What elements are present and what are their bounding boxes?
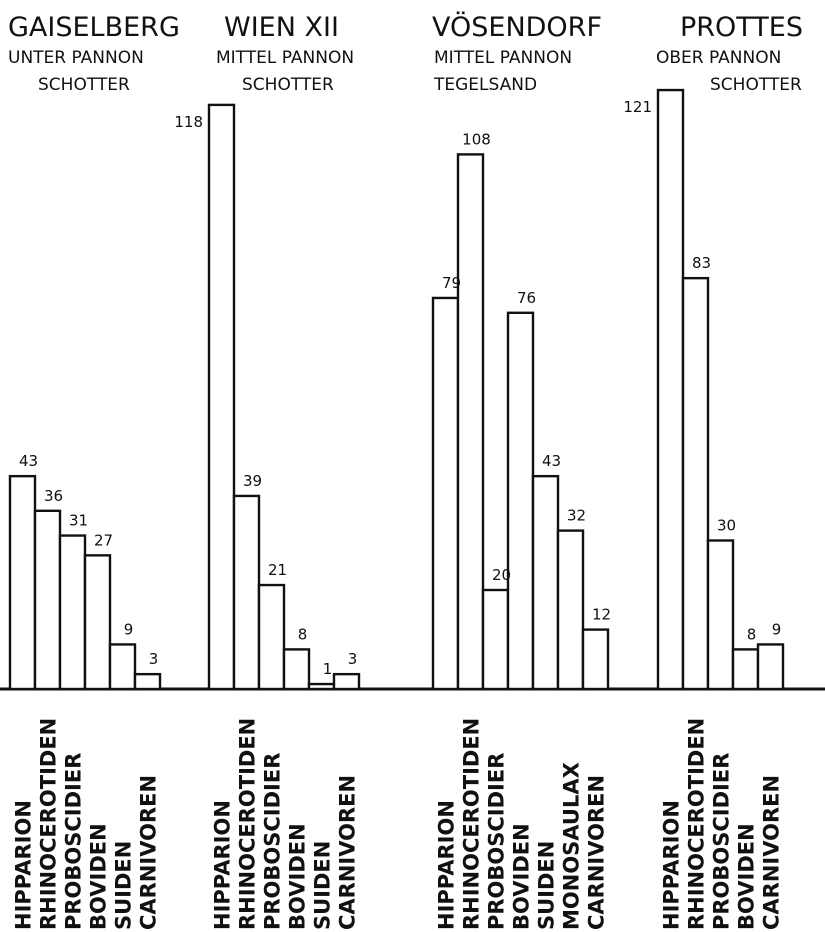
value-label-wien-xii-proboscidier: 21 [268, 561, 287, 579]
bar-prottes-boviden [731, 648, 760, 691]
bar-prottes-rhinocerotiden [681, 276, 710, 691]
value-label-v-sendorf-monosaulax: 32 [567, 507, 586, 525]
bar-prottes-proboscidier [706, 539, 735, 691]
bar-gaiselberg-proboscidier [58, 534, 87, 691]
value-label-v-sendorf-carnivoren: 12 [592, 606, 611, 624]
value-label-wien-xii-rhinocerotiden: 39 [243, 472, 262, 490]
category-label-wien-xii-proboscidier: PROBOSCIDIER [261, 753, 285, 930]
bar-v-sendorf-suiden [531, 474, 560, 691]
category-label-prottes-boviden: BOVIDEN [735, 823, 759, 930]
category-label-v-sendorf-boviden: BOVIDEN [510, 823, 534, 930]
group-title-prottes: PROTTES [680, 12, 803, 43]
bar-v-sendorf-rhinocerotiden [456, 153, 485, 691]
bar-gaiselberg-suiden [108, 643, 137, 691]
group-title-gaiselberg: GAISELBERG [8, 12, 180, 43]
value-label-v-sendorf-hipparion: 79 [442, 274, 461, 292]
bar-wien-xii-proboscidier [257, 583, 286, 691]
value-label-gaiselberg-boviden: 27 [94, 531, 113, 549]
category-label-gaiselberg-boviden: BOVIDEN [87, 823, 111, 930]
value-label-wien-xii-suiden: 1 [323, 660, 333, 678]
bar-v-sendorf-carnivoren [581, 628, 610, 691]
category-label-gaiselberg-rhinocerotiden: RHINOCEROTIDEN [37, 718, 61, 930]
group-subtitle-prottes-2: SCHOTTER [710, 75, 802, 95]
bar-wien-xii-suiden [307, 682, 336, 691]
category-label-prottes-rhinocerotiden: RHINOCEROTIDEN [685, 718, 709, 930]
group-subtitle-wien-xii-1: MITTEL PANNON [216, 48, 354, 68]
category-label-wien-xii-hipparion: HIPPARION [211, 800, 235, 930]
bar-prottes-hipparion [656, 88, 685, 691]
group-title-wien-xii: WIEN XII [224, 12, 339, 43]
category-label-v-sendorf-carnivoren: CARNIVOREN [585, 775, 609, 930]
group-subtitle-gaiselberg-2: SCHOTTER [38, 75, 130, 95]
bar-v-sendorf-hipparion [431, 296, 460, 691]
group-subtitle-voesendorf-2: TEGELSAND [433, 75, 537, 95]
category-label-gaiselberg-carnivoren: CARNIVOREN [137, 775, 161, 930]
category-label-v-sendorf-rhinocerotiden: RHINOCEROTIDEN [460, 718, 484, 930]
category-label-v-sendorf-suiden: SUIDEN [535, 841, 559, 930]
category-label-prottes-hipparion: HIPPARION [660, 800, 684, 930]
value-label-gaiselberg-suiden: 9 [124, 620, 134, 638]
category-label-gaiselberg-proboscidier: PROBOSCIDIER [62, 753, 86, 930]
group-subtitle-prottes-1: OBER PANNON [656, 48, 781, 68]
bar-v-sendorf-monosaulax [556, 529, 585, 691]
bar-wien-xii-hipparion [207, 103, 236, 691]
value-label-v-sendorf-rhinocerotiden: 108 [462, 130, 491, 148]
value-labels: 4336312793118392181379108207643321212183… [19, 98, 781, 678]
category-label-wien-xii-suiden: SUIDEN [311, 841, 335, 930]
bar-marks [8, 88, 785, 691]
category-label-v-sendorf-hipparion: HIPPARION [435, 800, 459, 930]
value-label-gaiselberg-carnivoren: 3 [149, 650, 159, 668]
category-label-gaiselberg-suiden: SUIDEN [112, 841, 136, 930]
bar-prottes-carnivoren [756, 643, 785, 691]
value-label-prottes-carnivoren: 9 [772, 620, 782, 638]
group-subtitle-gaiselberg-1: UNTER PANNON [8, 48, 144, 68]
bar-gaiselberg-carnivoren [133, 672, 162, 691]
bar-gaiselberg-hipparion [8, 474, 37, 691]
bar-v-sendorf-boviden [506, 311, 535, 691]
bar-wien-xii-carnivoren [332, 672, 361, 691]
value-label-wien-xii-carnivoren: 3 [348, 650, 358, 668]
value-label-prottes-proboscidier: 30 [717, 517, 736, 535]
group-subtitle-wien-xii-2: SCHOTTER [242, 75, 334, 95]
category-labels: HIPPARION RHINOCEROTIDEN PROBOSCIDIER BOVID… [12, 718, 784, 930]
value-label-prottes-rhinocerotiden: 83 [692, 254, 711, 272]
value-label-wien-xii-hipparion: 118 [174, 113, 203, 131]
category-label-v-sendorf-monosaulax: MONOSAULAX [560, 762, 584, 930]
category-label-wien-xii-carnivoren: CARNIVOREN [336, 775, 360, 930]
value-label-v-sendorf-boviden: 76 [517, 289, 536, 307]
category-label-wien-xii-boviden: BOVIDEN [286, 823, 310, 930]
value-label-gaiselberg-hipparion: 43 [19, 452, 38, 470]
bar-wien-xii-rhinocerotiden [232, 494, 261, 691]
category-label-prottes-proboscidier: PROBOSCIDIER [710, 753, 734, 930]
category-label-prottes-carnivoren: CARNIVOREN [760, 775, 784, 930]
value-label-prottes-boviden: 8 [747, 625, 757, 643]
value-label-v-sendorf-proboscidier: 20 [492, 566, 511, 584]
bar-v-sendorf-proboscidier [481, 588, 510, 691]
bar-wien-xii-boviden [282, 648, 311, 691]
group-title-voesendorf: VÖSENDORF [432, 11, 602, 43]
value-label-gaiselberg-proboscidier: 31 [69, 512, 88, 530]
value-label-gaiselberg-rhinocerotiden: 36 [44, 487, 63, 505]
category-label-v-sendorf-proboscidier: PROBOSCIDIER [485, 753, 509, 930]
bar-gaiselberg-boviden [83, 554, 112, 691]
category-label-gaiselberg-hipparion: HIPPARION [12, 800, 36, 930]
value-label-v-sendorf-suiden: 43 [542, 452, 561, 470]
bar-gaiselberg-rhinocerotiden [33, 509, 62, 691]
value-label-wien-xii-boviden: 8 [298, 625, 308, 643]
group-subtitle-voesendorf-1: MITTEL PANNON [434, 48, 572, 68]
category-label-wien-xii-rhinocerotiden: RHINOCEROTIDEN [236, 718, 260, 930]
value-label-prottes-hipparion: 121 [623, 98, 652, 116]
